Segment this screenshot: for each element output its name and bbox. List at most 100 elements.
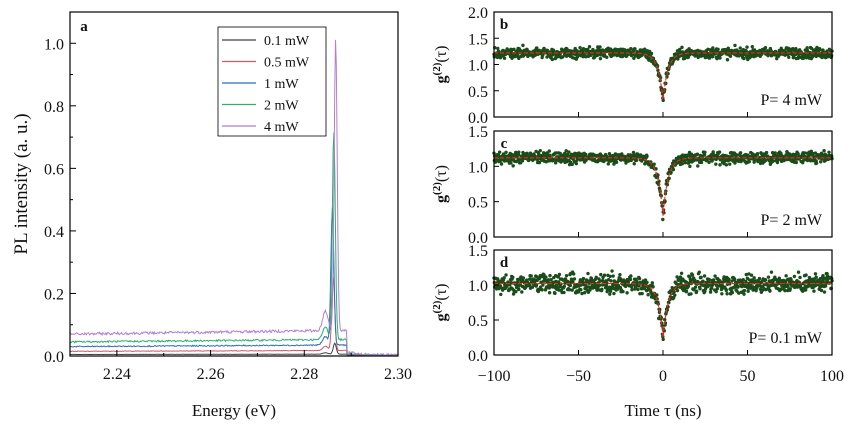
data-point: [582, 290, 587, 295]
data-point: [529, 274, 533, 278]
data-point: [711, 46, 715, 50]
data-point: [536, 157, 540, 162]
data-point: [734, 281, 739, 286]
data-point: [695, 52, 699, 57]
data-point: [562, 290, 566, 295]
data-point: [572, 277, 577, 281]
data-point: [656, 68, 660, 73]
data-point: [821, 273, 825, 278]
data-point: [548, 273, 552, 278]
data-point: [801, 56, 806, 60]
data-point: [562, 151, 567, 156]
data-point: [786, 284, 790, 288]
data-point: [578, 45, 582, 50]
data-point: [804, 273, 808, 277]
data-point: [589, 276, 594, 281]
data-point: [736, 285, 740, 289]
data-point: [504, 150, 508, 154]
y-axis-label-d: g(2)(τ): [431, 284, 450, 322]
data-point: [671, 167, 676, 172]
data-point: [714, 289, 718, 294]
data-point: [672, 290, 676, 294]
series-line-4: [69, 39, 399, 358]
series-line-1: [69, 277, 399, 357]
y-tick-label-b: 1.0: [468, 58, 488, 75]
fit-curve-d: [494, 283, 832, 338]
data-point: [520, 159, 525, 163]
series-line-2: [69, 207, 399, 357]
data-point: [708, 290, 713, 294]
panel-letter-a: a: [80, 19, 88, 35]
data-point: [771, 159, 775, 163]
data-point: [540, 288, 544, 292]
plot-frame-a: [69, 11, 399, 357]
annotation-b: P= 4 mW: [761, 92, 823, 109]
data-point: [714, 283, 719, 288]
data-point: [757, 276, 762, 281]
data-point: [707, 160, 711, 165]
data-point: [725, 58, 730, 62]
data-point: [584, 55, 588, 59]
y-label-sup: (2): [431, 62, 443, 75]
y-label-sup: (2): [431, 300, 443, 313]
data-point: [572, 272, 576, 276]
y-tick-label-c: 1.5: [468, 124, 488, 141]
data-point: [629, 274, 633, 278]
data-point: [585, 47, 590, 52]
data-point: [599, 272, 603, 277]
data-point: [752, 276, 756, 280]
panel-b: 0.0 0.5 1.0 1.5 2.0 g(2)(τ) b P= 4 mW: [431, 5, 834, 127]
data-point: [650, 281, 654, 285]
data-point: [692, 288, 696, 292]
data-point: [792, 274, 797, 279]
data-point: [611, 274, 615, 278]
y-tick-label-d: 1.0: [468, 278, 488, 295]
data-point: [676, 57, 680, 61]
y-tick-label-d: 0.0: [468, 348, 488, 365]
data-point: [570, 288, 574, 292]
x-tick-label-d: −50: [566, 368, 591, 385]
data-point: [678, 275, 683, 279]
data-point: [701, 279, 705, 283]
x-axis-label-a: Energy (eV): [192, 401, 276, 420]
data-point: [823, 284, 828, 288]
x-tick-label-d: 0: [659, 368, 667, 385]
annotation-bg-b: [757, 88, 826, 110]
data-point: [819, 288, 824, 293]
data-point: [699, 160, 704, 165]
data-point: [629, 47, 633, 51]
data-point: [685, 280, 689, 285]
data-point: [525, 47, 529, 52]
data-point: [606, 162, 610, 166]
data-point: [564, 149, 568, 153]
legend: 0.1 mW 0.5 mW 1 mW 2 mW 4 mW: [217, 26, 327, 137]
data-point: [547, 291, 552, 295]
panel-a: 0.0 0.2 0.4 0.6 0.8 1.0 2.24 2.26 2.28 2.30 Energy…: [11, 11, 412, 420]
data-point: [640, 291, 644, 296]
data-point: [768, 289, 772, 293]
data-point: [741, 278, 745, 282]
x-tick-label-a: 2.26: [197, 366, 225, 383]
data-point: [777, 276, 782, 280]
data-point: [584, 152, 588, 157]
data-point: [784, 274, 788, 278]
y-tick-label-b: 2.0: [468, 5, 488, 22]
data-point: [626, 159, 631, 163]
data-point: [516, 279, 520, 283]
data-point: [512, 47, 516, 52]
fit-curve-c: [494, 157, 832, 216]
y-tick-label-a: 0.2: [44, 286, 64, 303]
x-tick-label-d: −100: [477, 368, 510, 385]
data-point: [511, 275, 515, 280]
data-point: [634, 158, 639, 163]
y-label-tail: (τ): [433, 46, 450, 63]
y-axis-label-b: g(2)(τ): [431, 46, 450, 84]
data-point: [655, 293, 659, 297]
data-point: [636, 287, 640, 292]
data-point: [727, 277, 731, 282]
panel-c: 0.0 0.5 1.0 1.5 g(2)(τ) c P= 2 mW: [431, 124, 834, 247]
data-point: [783, 288, 787, 293]
data-point: [504, 273, 508, 277]
data-point: [796, 270, 801, 274]
